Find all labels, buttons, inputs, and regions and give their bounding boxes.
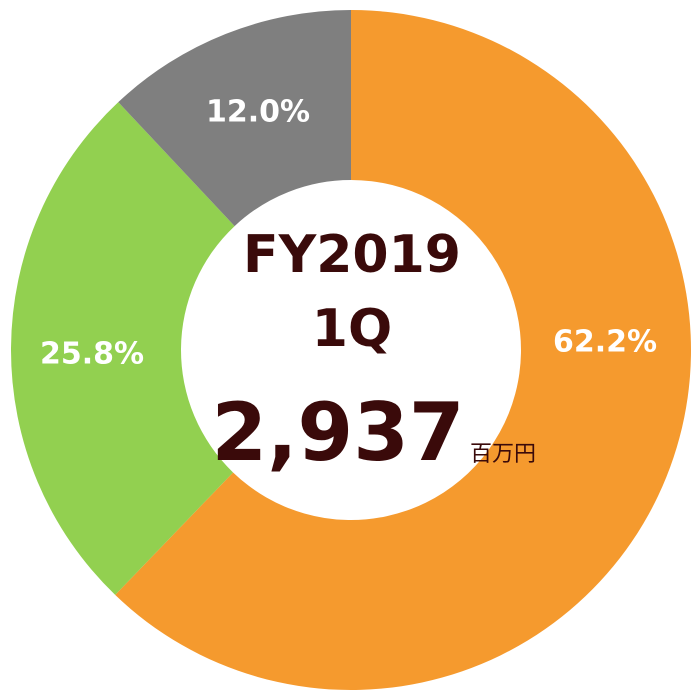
slice <box>118 10 351 227</box>
slice <box>11 102 235 595</box>
value-label: 25.8% <box>40 337 144 372</box>
center-total: 2,937 <box>211 386 464 479</box>
center-title: FY2019 <box>243 225 461 285</box>
value-label: 62.2% <box>553 325 657 360</box>
slices <box>11 10 691 690</box>
value-label: 12.0% <box>206 95 310 130</box>
slice <box>115 10 691 690</box>
center-unit: 百万円 <box>470 442 536 467</box>
center-subtitle: 1Q <box>312 299 392 359</box>
